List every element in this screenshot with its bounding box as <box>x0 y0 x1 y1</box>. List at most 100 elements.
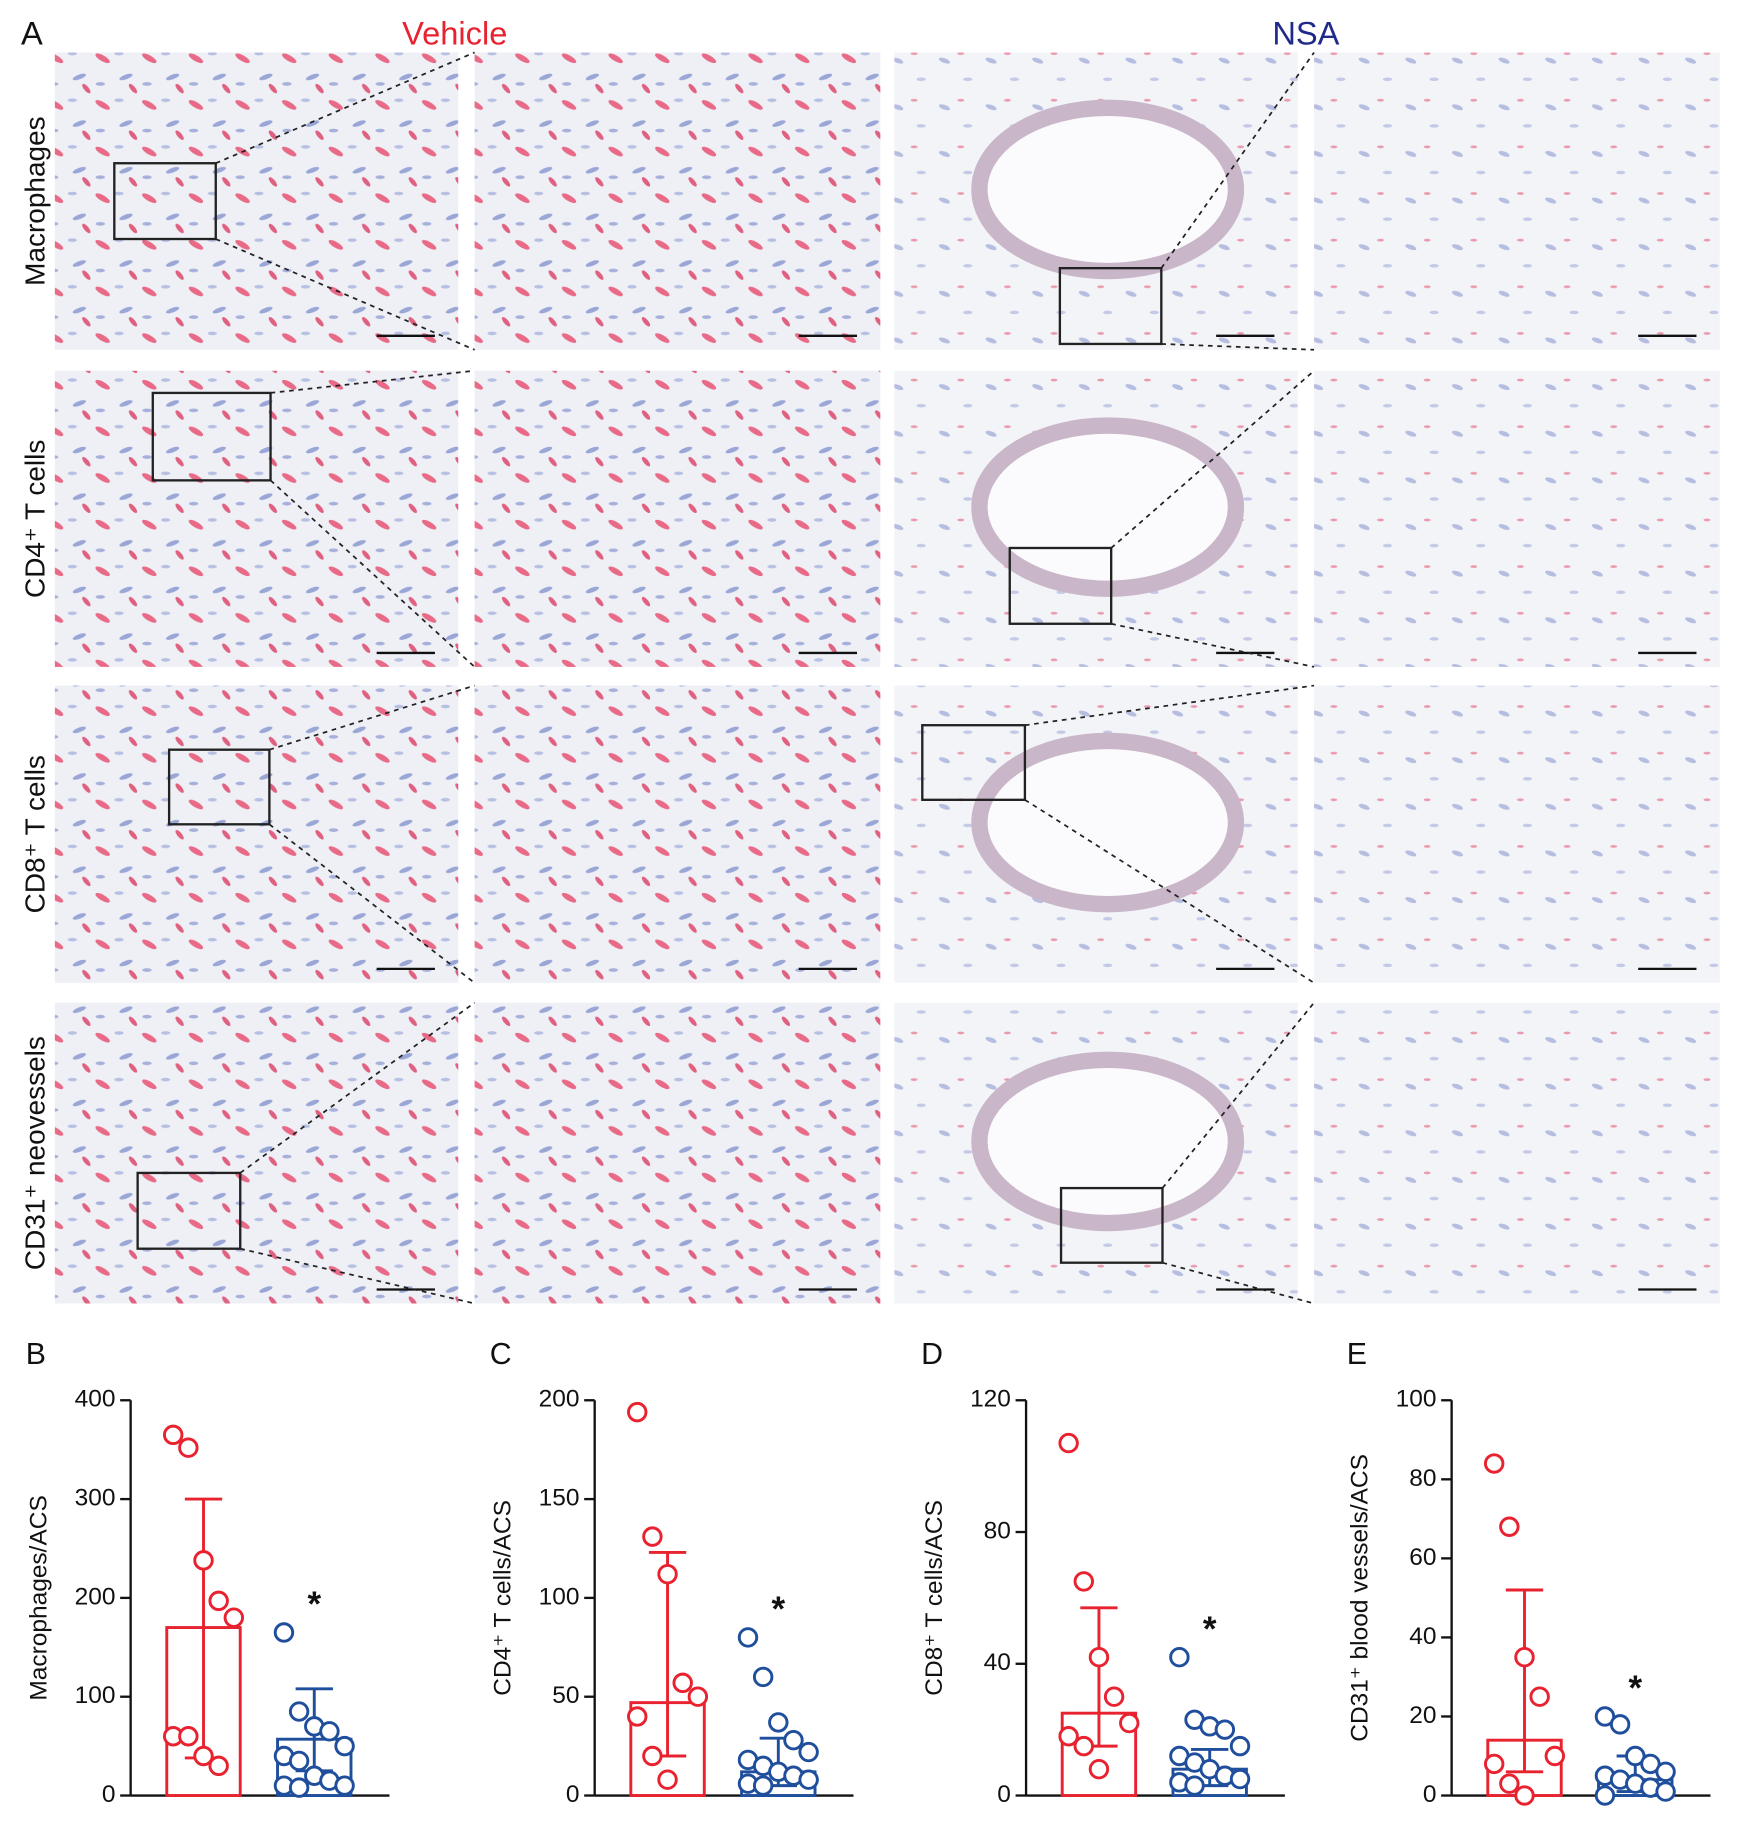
y-tick-label: 120 <box>970 1386 1011 1413</box>
data-point <box>1058 1726 1079 1747</box>
y-axis-label: CD8⁺ T cells/ACS <box>921 1500 948 1696</box>
zoom-box <box>151 391 272 482</box>
zoom-box <box>1058 266 1163 346</box>
micrograph-grid: Macrophages CD4⁺ T cells CD8⁺ T cells CD31⁺… <box>19 51 1720 1305</box>
data-point <box>1514 1646 1535 1668</box>
data-point <box>752 1775 774 1796</box>
y-axis-label: Macrophages/ACS <box>26 1495 53 1700</box>
y-tick-label: 40 <box>984 1649 1011 1676</box>
y-tick-label: 0 <box>1423 1781 1437 1808</box>
data-point <box>642 1526 663 1547</box>
zoom-line <box>1160 51 1315 269</box>
data-point <box>1169 1646 1190 1668</box>
significance-mark: * <box>772 1590 786 1629</box>
data-point <box>783 1729 804 1751</box>
y-tick-label: 80 <box>1409 1465 1436 1492</box>
data-point <box>1073 1571 1094 1592</box>
data-point <box>1514 1785 1535 1806</box>
data-point <box>178 1437 199 1458</box>
y-tick-label: 20 <box>1409 1702 1436 1729</box>
data-point <box>657 1563 678 1585</box>
data-point <box>1499 1516 1520 1537</box>
y-tick-label: 100 <box>75 1682 116 1709</box>
data-point <box>752 1666 774 1688</box>
y-tick-label: 400 <box>75 1386 116 1413</box>
vessel-lumen <box>971 99 1245 280</box>
data-point <box>223 1607 245 1628</box>
data-point <box>334 1735 355 1757</box>
micrograph <box>54 685 459 983</box>
data-point <box>1655 1781 1676 1802</box>
micrograph <box>54 52 459 350</box>
data-point <box>319 1721 340 1742</box>
row-label: CD4⁺ T cells <box>19 440 50 598</box>
zoom-line <box>1161 1002 1315 1189</box>
vessel-lumen <box>971 417 1245 597</box>
y-tick-label: 100 <box>539 1583 580 1610</box>
significance-mark: * <box>1203 1610 1217 1649</box>
data-point <box>768 1712 789 1733</box>
data-point <box>193 1550 214 1571</box>
data-point <box>1184 1775 1205 1796</box>
data-point <box>1483 1753 1505 1775</box>
data-point <box>687 1686 709 1707</box>
data-point <box>1214 1719 1236 1740</box>
panel-label: E <box>1347 1338 1367 1371</box>
data-point <box>193 1745 214 1767</box>
row-label: CD31⁺ neovessels <box>19 1036 50 1270</box>
data-point <box>288 1750 310 1772</box>
row-label: CD8⁺ T cells <box>19 755 50 913</box>
data-point <box>1529 1686 1550 1707</box>
micrograph <box>1314 370 1720 667</box>
data-point <box>1058 1432 1079 1454</box>
significance-mark: * <box>307 1585 321 1624</box>
data-point <box>1088 1758 1110 1780</box>
zoom-line <box>215 51 475 165</box>
data-point <box>1103 1686 1125 1707</box>
y-tick-label: 200 <box>75 1583 116 1610</box>
micrograph <box>474 685 881 983</box>
y-tick-label: 50 <box>552 1682 579 1709</box>
zoom-line <box>270 369 475 394</box>
zoom-line <box>1161 343 1315 351</box>
data-point <box>288 1701 310 1722</box>
y-tick-label: 100 <box>1396 1386 1437 1413</box>
zoom-line <box>269 684 475 751</box>
zoom-line <box>1024 799 1315 984</box>
data-point <box>178 1726 199 1747</box>
zoom-line <box>1110 370 1315 549</box>
data-point <box>657 1769 678 1790</box>
y-tick-label: 200 <box>539 1386 580 1413</box>
data-point <box>1119 1712 1140 1734</box>
data-point <box>1655 1761 1676 1783</box>
vessel-lumen <box>971 1051 1245 1232</box>
panel-label: B <box>26 1338 46 1371</box>
micrograph <box>474 370 881 667</box>
zoom-line <box>240 1247 475 1305</box>
data-point <box>798 1769 819 1790</box>
micrograph <box>1314 1002 1720 1304</box>
panel-label: C <box>490 1338 512 1371</box>
data-point <box>1229 1735 1251 1757</box>
data-point <box>737 1627 759 1648</box>
data-point <box>1594 1785 1616 1806</box>
data-point <box>642 1745 663 1767</box>
data-point <box>1088 1646 1110 1668</box>
zoom-line <box>239 1001 476 1174</box>
zoom-box <box>1008 546 1113 625</box>
y-tick-label: 80 <box>984 1517 1011 1544</box>
micrograph <box>474 52 881 350</box>
data-point <box>288 1777 310 1798</box>
y-tick-label: 40 <box>1409 1623 1436 1650</box>
zoom-box <box>921 724 1027 801</box>
data-point <box>273 1622 295 1643</box>
significance-mark: * <box>1628 1669 1642 1708</box>
data-point <box>1073 1735 1094 1757</box>
zoom-box <box>136 1171 242 1250</box>
micrograph <box>54 370 459 667</box>
zoom-line <box>268 823 476 984</box>
column-header: Vehicle <box>402 14 507 51</box>
data-point <box>208 1755 229 1777</box>
